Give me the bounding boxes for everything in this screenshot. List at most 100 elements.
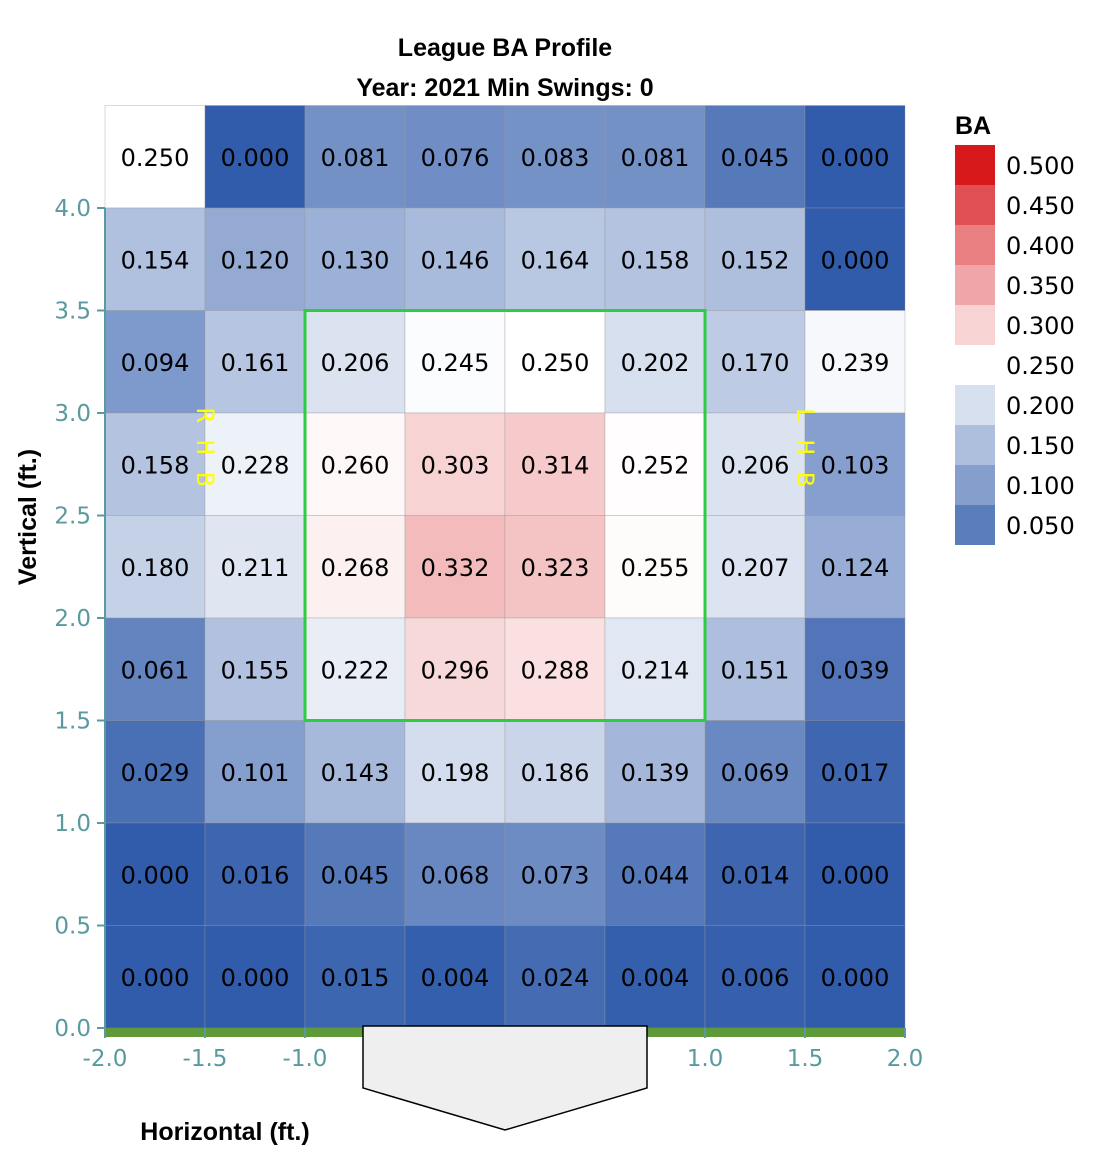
cell-value-label: 0.296 bbox=[421, 656, 490, 684]
y-tick-label: 3.5 bbox=[54, 299, 91, 325]
heatmap-cell bbox=[104, 720, 206, 824]
cell-value-label: 0.323 bbox=[521, 554, 590, 582]
cell-value-label: 0.143 bbox=[321, 759, 390, 787]
heatmap-cell bbox=[804, 310, 906, 414]
legend-label: 0.250 bbox=[1006, 352, 1075, 380]
rhb-side-label: B bbox=[191, 472, 219, 486]
legend-label: 0.150 bbox=[1006, 432, 1075, 460]
heatmap-cell bbox=[804, 925, 906, 1029]
heatmap-cell bbox=[304, 515, 406, 619]
cell-value-label: 0.146 bbox=[421, 246, 490, 274]
heatmap-cell bbox=[304, 617, 406, 721]
heatmap-cell bbox=[704, 310, 806, 414]
y-tick-label: 2.0 bbox=[54, 606, 91, 632]
x-tick-label: -1.0 bbox=[283, 1046, 328, 1072]
cell-value-label: 0.164 bbox=[521, 246, 590, 274]
cell-value-label: 0.024 bbox=[521, 964, 590, 992]
cell-value-label: 0.252 bbox=[621, 451, 690, 479]
heatmap-cell bbox=[404, 412, 506, 516]
legend-swatch bbox=[955, 305, 995, 345]
cell-value-label: 0.083 bbox=[521, 144, 590, 172]
legend-swatch bbox=[955, 465, 995, 505]
heatmap-cell bbox=[604, 207, 706, 311]
cell-value-label: 0.045 bbox=[721, 144, 790, 172]
heatmap-cell bbox=[804, 822, 906, 926]
cell-value-label: 0.076 bbox=[421, 144, 490, 172]
cell-value-label: 0.069 bbox=[721, 759, 790, 787]
y-tick-label: 3.0 bbox=[54, 401, 91, 427]
lhb-side-label: B bbox=[791, 472, 819, 486]
legend-swatch bbox=[955, 385, 995, 425]
cell-value-label: 0.016 bbox=[221, 861, 290, 889]
chart-subtitle: Year: 2021 Min Swings: 0 bbox=[356, 74, 653, 102]
legend-swatch bbox=[955, 505, 995, 545]
heatmap-cell bbox=[404, 207, 506, 311]
cell-value-label: 0.014 bbox=[721, 861, 790, 889]
legend-label: 0.500 bbox=[1006, 152, 1075, 180]
cell-value-label: 0.303 bbox=[421, 451, 490, 479]
heatmap-cell bbox=[304, 105, 406, 209]
heatmap-cell bbox=[204, 720, 306, 824]
y-tick-label: 1.0 bbox=[54, 811, 91, 837]
heatmap-cell bbox=[204, 515, 306, 619]
cell-value-label: 0.222 bbox=[321, 656, 390, 684]
cell-value-label: 0.120 bbox=[221, 246, 290, 274]
lhb-side-label: H bbox=[791, 440, 819, 454]
heatmap-cell bbox=[504, 207, 606, 311]
cell-value-label: 0.081 bbox=[621, 144, 690, 172]
legend-label: 0.200 bbox=[1006, 392, 1075, 420]
heatmap-cell bbox=[704, 720, 806, 824]
cell-value-label: 0.139 bbox=[621, 759, 690, 787]
cell-value-label: 0.260 bbox=[321, 451, 390, 479]
cell-value-label: 0.000 bbox=[221, 964, 290, 992]
heatmap-cell bbox=[404, 617, 506, 721]
cell-value-label: 0.186 bbox=[521, 759, 590, 787]
cell-value-label: 0.073 bbox=[521, 861, 590, 889]
cell-value-label: 0.045 bbox=[321, 861, 390, 889]
cell-value-label: 0.154 bbox=[121, 246, 190, 274]
heatmap-cell bbox=[404, 310, 506, 414]
chart-title: League BA Profile bbox=[398, 34, 612, 62]
cell-value-label: 0.206 bbox=[721, 451, 790, 479]
heatmap-cell bbox=[304, 310, 406, 414]
y-tick-label: 0.5 bbox=[54, 914, 91, 940]
legend-swatch bbox=[955, 265, 995, 305]
cell-value-label: 0.004 bbox=[421, 964, 490, 992]
cell-value-label: 0.155 bbox=[221, 656, 290, 684]
cell-value-label: 0.268 bbox=[321, 554, 390, 582]
cell-value-label: 0.068 bbox=[421, 861, 490, 889]
heatmap-cell bbox=[704, 412, 806, 516]
heatmap-cell bbox=[304, 925, 406, 1029]
cell-value-label: 0.207 bbox=[721, 554, 790, 582]
heatmap-cell bbox=[604, 617, 706, 721]
x-axis-label: Horizontal (ft.) bbox=[140, 1118, 309, 1146]
heatmap-cell bbox=[604, 515, 706, 619]
cell-value-label: 0.158 bbox=[121, 451, 190, 479]
y-tick-label: 0.0 bbox=[54, 1016, 91, 1042]
cell-value-label: 0.029 bbox=[121, 759, 190, 787]
heatmap-cell bbox=[704, 617, 806, 721]
lhb-side-label: L bbox=[791, 408, 819, 422]
cell-value-label: 0.103 bbox=[821, 451, 890, 479]
x-tick-label: 1.0 bbox=[687, 1046, 724, 1072]
cell-value-label: 0.180 bbox=[121, 554, 190, 582]
heatmap-cell bbox=[804, 105, 906, 209]
legend-label: 0.400 bbox=[1006, 232, 1075, 260]
cell-value-label: 0.000 bbox=[121, 861, 190, 889]
heatmap-cell bbox=[504, 515, 606, 619]
heatmap-cell bbox=[804, 617, 906, 721]
legend-swatch bbox=[955, 345, 995, 385]
cell-value-label: 0.124 bbox=[821, 554, 890, 582]
heatmap-cell bbox=[704, 925, 806, 1029]
heatmap-cell bbox=[504, 412, 606, 516]
heatmap-cell bbox=[404, 925, 506, 1029]
rhb-side-label: R bbox=[191, 408, 219, 423]
cell-value-label: 0.250 bbox=[521, 349, 590, 377]
cell-value-label: 0.044 bbox=[621, 861, 690, 889]
cell-value-label: 0.161 bbox=[221, 349, 290, 377]
cell-value-label: 0.081 bbox=[321, 144, 390, 172]
heatmap-cell bbox=[504, 822, 606, 926]
cell-value-label: 0.000 bbox=[821, 964, 890, 992]
cell-value-label: 0.211 bbox=[221, 554, 290, 582]
